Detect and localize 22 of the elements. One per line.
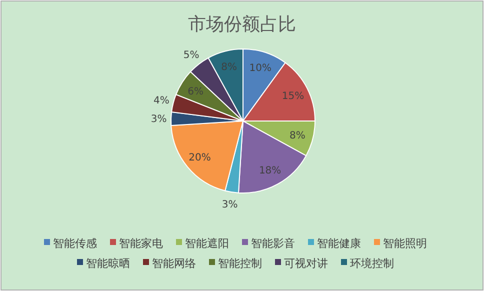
legend-label: 智能照明	[383, 236, 427, 250]
data-label: 8%	[289, 130, 306, 142]
legend-label: 环境控制	[350, 256, 394, 270]
data-label: 5%	[183, 50, 200, 61]
data-label: 20%	[188, 152, 211, 164]
legend-label: 可视对讲	[284, 256, 328, 270]
data-label: 8%	[221, 62, 237, 74]
data-label: 10%	[249, 63, 272, 74]
legend-label: 智能网络	[152, 256, 196, 270]
legend-label: 智能影音	[251, 236, 295, 250]
legend-label: 智能遮阳	[185, 236, 229, 250]
legend-label: 智能传感	[53, 236, 97, 250]
data-label: 4%	[153, 96, 170, 107]
data-label: 3%	[150, 114, 167, 125]
data-label: 3%	[222, 200, 238, 211]
legend-label: 智能家电	[119, 236, 163, 250]
data-label: 15%	[282, 91, 304, 102]
chart-title: 市场份额占比	[188, 14, 296, 35]
data-label: 18%	[258, 166, 282, 177]
legend-label: 智能健康	[317, 236, 361, 250]
legend-label: 智能晾晒	[86, 256, 130, 270]
legend-label: 智能控制	[218, 256, 262, 270]
